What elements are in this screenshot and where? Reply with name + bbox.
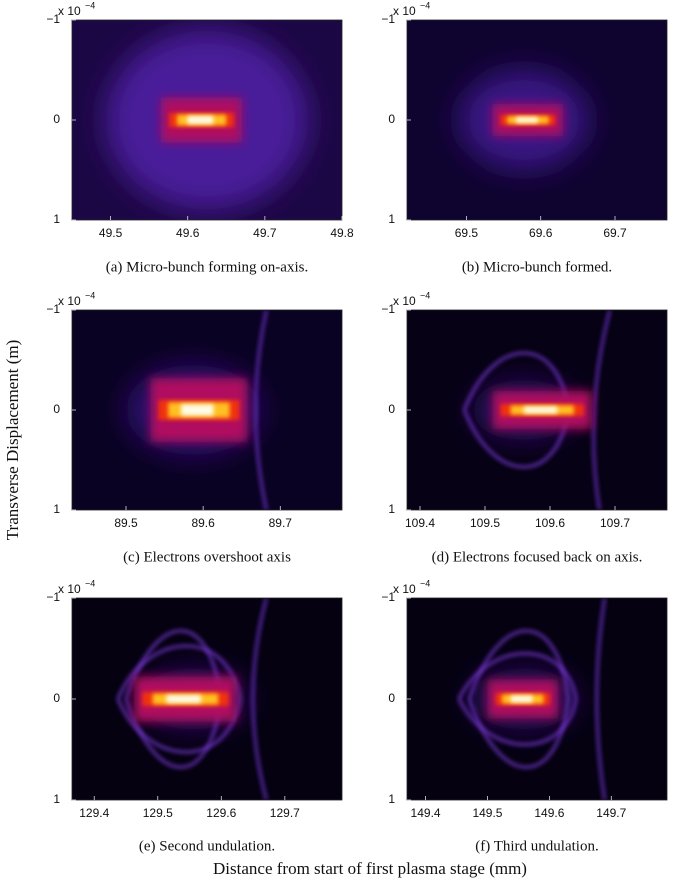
- y-tick-label: −1: [381, 12, 395, 26]
- y-multiplier: x 10: [393, 582, 416, 596]
- y-tick-label: 0: [53, 691, 60, 705]
- y-tick-label: 0: [388, 691, 395, 705]
- core-white: [181, 404, 214, 416]
- density-stream: [595, 598, 607, 800]
- caption: (c) Electrons overshoot axis: [123, 549, 291, 565]
- heatmap: [72, 310, 342, 510]
- x-tick-label: 109.4: [405, 516, 435, 530]
- heatmap: [407, 598, 667, 800]
- y-tick-label: 0: [53, 112, 60, 126]
- y-multiplier-exponent: −4: [420, 290, 430, 300]
- x-tick-label: 89.7: [269, 516, 293, 530]
- y-tick-label: 0: [388, 112, 395, 126]
- y-tick-label: −1: [46, 302, 60, 316]
- y-axis-label: Transverse Displacement (m): [3, 340, 22, 541]
- core-white: [166, 695, 201, 703]
- y-multiplier-exponent: −4: [420, 0, 430, 10]
- x-tick-label: 69.6: [529, 226, 553, 240]
- panel: 129.4 129.5 129.6 129.7 −1 0 1 x 10 −4 (e) Second…: [46, 578, 343, 854]
- density-loop: [467, 629, 570, 769]
- y-tick-label: −1: [381, 590, 395, 604]
- x-tick-label: 89.6: [191, 516, 215, 530]
- x-tick-label: 89.5: [114, 516, 138, 530]
- y-multiplier: x 10: [58, 4, 81, 18]
- x-tick-label: 49.6: [176, 226, 200, 240]
- y-multiplier-exponent: −4: [85, 0, 95, 10]
- y-tick-label: −1: [46, 12, 60, 26]
- y-tick-label: −1: [46, 590, 60, 604]
- x-tick-label: 129.5: [143, 806, 173, 820]
- x-tick-label: 49.5: [99, 226, 123, 240]
- x-tick-label: 129.7: [270, 806, 300, 820]
- y-tick-label: 0: [388, 402, 395, 416]
- x-tick-label: 149.5: [472, 806, 502, 820]
- x-tick-label: 149.7: [596, 806, 626, 820]
- panel: 69.5 69.6 69.7 −1 0 1 x 10 −4 (b) Micro-bunch fo…: [381, 0, 668, 275]
- y-multiplier: x 10: [58, 582, 81, 596]
- x-tick-label: 149.6: [534, 806, 564, 820]
- caption: (b) Micro-bunch formed.: [462, 259, 612, 275]
- panel: 89.5 89.6 89.7 −1 0 1 x 10 −4 (c) Electrons over…: [46, 290, 343, 565]
- y-tick-label: 1: [388, 502, 395, 516]
- panel: 49.5 49.6 49.7 49.8 −1 0 1 x 10 −4 (a) Micro-bunc…: [46, 0, 354, 275]
- y-tick-label: −1: [381, 302, 395, 316]
- density-stream: [592, 310, 612, 510]
- caption: (a) Micro-bunch forming on-axis.: [106, 259, 308, 275]
- y-tick-label: 1: [388, 792, 395, 806]
- density-stream: [251, 598, 268, 800]
- x-tick-label: 109.6: [535, 516, 565, 530]
- y-tick-label: 1: [53, 212, 60, 226]
- y-tick-label: 1: [53, 502, 60, 516]
- heatmap: [407, 20, 667, 220]
- heatmap: [407, 310, 667, 510]
- x-axis-label: Distance from start of first plasma stag…: [213, 859, 527, 878]
- panel: 109.4 109.5 109.6 109.7 −1 0 1 x 10 −4 (d) Electr…: [381, 290, 668, 565]
- y-multiplier: x 10: [393, 4, 416, 18]
- panel: 149.4 149.5 149.6 149.7 −1 0 1 x 10 −4 (f) Third …: [381, 578, 668, 854]
- density-stream: [254, 310, 268, 510]
- y-multiplier-exponent: −4: [420, 578, 430, 588]
- y-tick-label: 0: [53, 402, 60, 416]
- y-multiplier-exponent: −4: [85, 578, 95, 588]
- core-white: [515, 117, 538, 123]
- y-multiplier: x 10: [58, 294, 81, 308]
- y-multiplier-exponent: −4: [85, 290, 95, 300]
- core-white: [510, 695, 533, 703]
- x-tick-label: 129.6: [206, 806, 236, 820]
- x-tick-label: 129.4: [79, 806, 109, 820]
- x-tick-label: 109.5: [470, 516, 500, 530]
- caption: (d) Electrons focused back on axis.: [432, 549, 643, 565]
- x-tick-label: 49.8: [330, 226, 354, 240]
- heatmap: [72, 598, 342, 800]
- density-loop: [457, 652, 578, 746]
- core-white: [187, 116, 214, 124]
- y-tick-label: 1: [53, 792, 60, 806]
- y-tick-label: 1: [388, 212, 395, 226]
- x-tick-label: 69.7: [603, 226, 627, 240]
- x-tick-label: 49.7: [253, 226, 277, 240]
- y-multiplier: x 10: [393, 294, 416, 308]
- caption: (e) Second undulation.: [139, 838, 275, 854]
- core-white: [523, 406, 558, 414]
- heatmap: [72, 20, 342, 220]
- x-tick-label: 109.7: [600, 516, 630, 530]
- x-tick-label: 69.5: [455, 226, 479, 240]
- caption: (f) Third undulation.: [475, 838, 598, 854]
- density-loop: [116, 644, 241, 754]
- x-tick-label: 149.4: [411, 806, 441, 820]
